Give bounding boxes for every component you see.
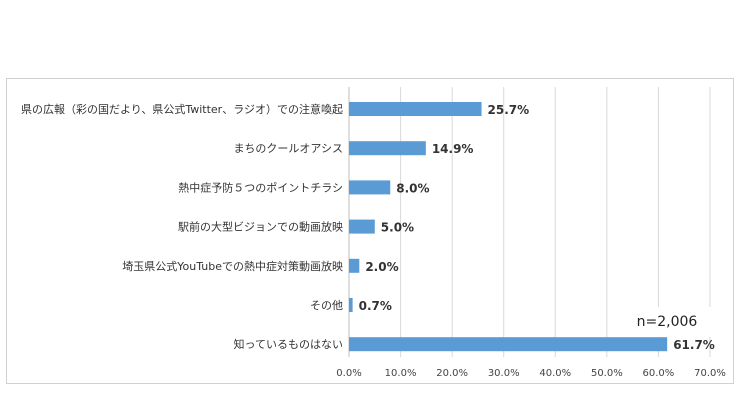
- label-layer: 県の広報（彩の国だより、県公式Twitter、ラジオ）での注意喚起 25.7% まち…: [21, 102, 715, 352]
- x-tick-label: 40.0%: [539, 368, 571, 379]
- category-label: 県の広報（彩の国だより、県公式Twitter、ラジオ）での注意喚起: [21, 102, 343, 116]
- bar: [349, 298, 353, 312]
- x-tick-label: 0.0%: [336, 368, 361, 379]
- bar: [349, 102, 482, 116]
- data-label: 5.0%: [381, 221, 414, 235]
- category-label: 埼玉県公式YouTubeでの熱中症対策動画放映: [122, 259, 343, 273]
- x-tick-label: 20.0%: [436, 368, 468, 379]
- chart-frame: 県の広報（彩の国だより、県公式Twitter、ラジオ）での注意喚起 25.7% まち…: [6, 78, 734, 384]
- x-tick-label: 10.0%: [385, 368, 417, 379]
- category-label: 熱中症予防５つのポイントチラシ: [178, 180, 343, 194]
- category-label: 駅前の大型ビジョンでの動画放映: [178, 220, 343, 234]
- data-label: 25.7%: [488, 103, 530, 117]
- bar: [349, 219, 375, 234]
- bar: [349, 180, 391, 195]
- x-tick-label: 60.0%: [643, 368, 675, 379]
- bar-layer: [349, 102, 668, 352]
- bar: [349, 258, 360, 273]
- category-label: 知っているものはない: [234, 337, 343, 351]
- grid-layer: [348, 87, 711, 357]
- category-label: その他: [310, 299, 343, 312]
- bar: [349, 141, 426, 156]
- x-tick-label: 30.0%: [488, 368, 520, 379]
- bar: [349, 337, 668, 352]
- data-label: 61.7%: [673, 338, 715, 352]
- data-label: 14.9%: [432, 142, 474, 156]
- data-label: 8.0%: [396, 181, 429, 195]
- category-label: まちのクールオアシス: [233, 142, 343, 155]
- bar-chart: 県の広報（彩の国だより、県公式Twitter、ラジオ）での注意喚起 25.7% まち…: [21, 87, 726, 379]
- data-label: 0.7%: [359, 299, 392, 313]
- x-tick-label: 70.0%: [694, 368, 726, 379]
- data-label: 2.0%: [365, 260, 398, 274]
- x-tick-label: 50.0%: [591, 368, 623, 379]
- tick-layer: 0.0% 10.0% 20.0% 30.0% 40.0% 50.0% 60.0% 70.0%: [336, 368, 726, 379]
- sample-size-annotation: n=2,006: [619, 307, 715, 337]
